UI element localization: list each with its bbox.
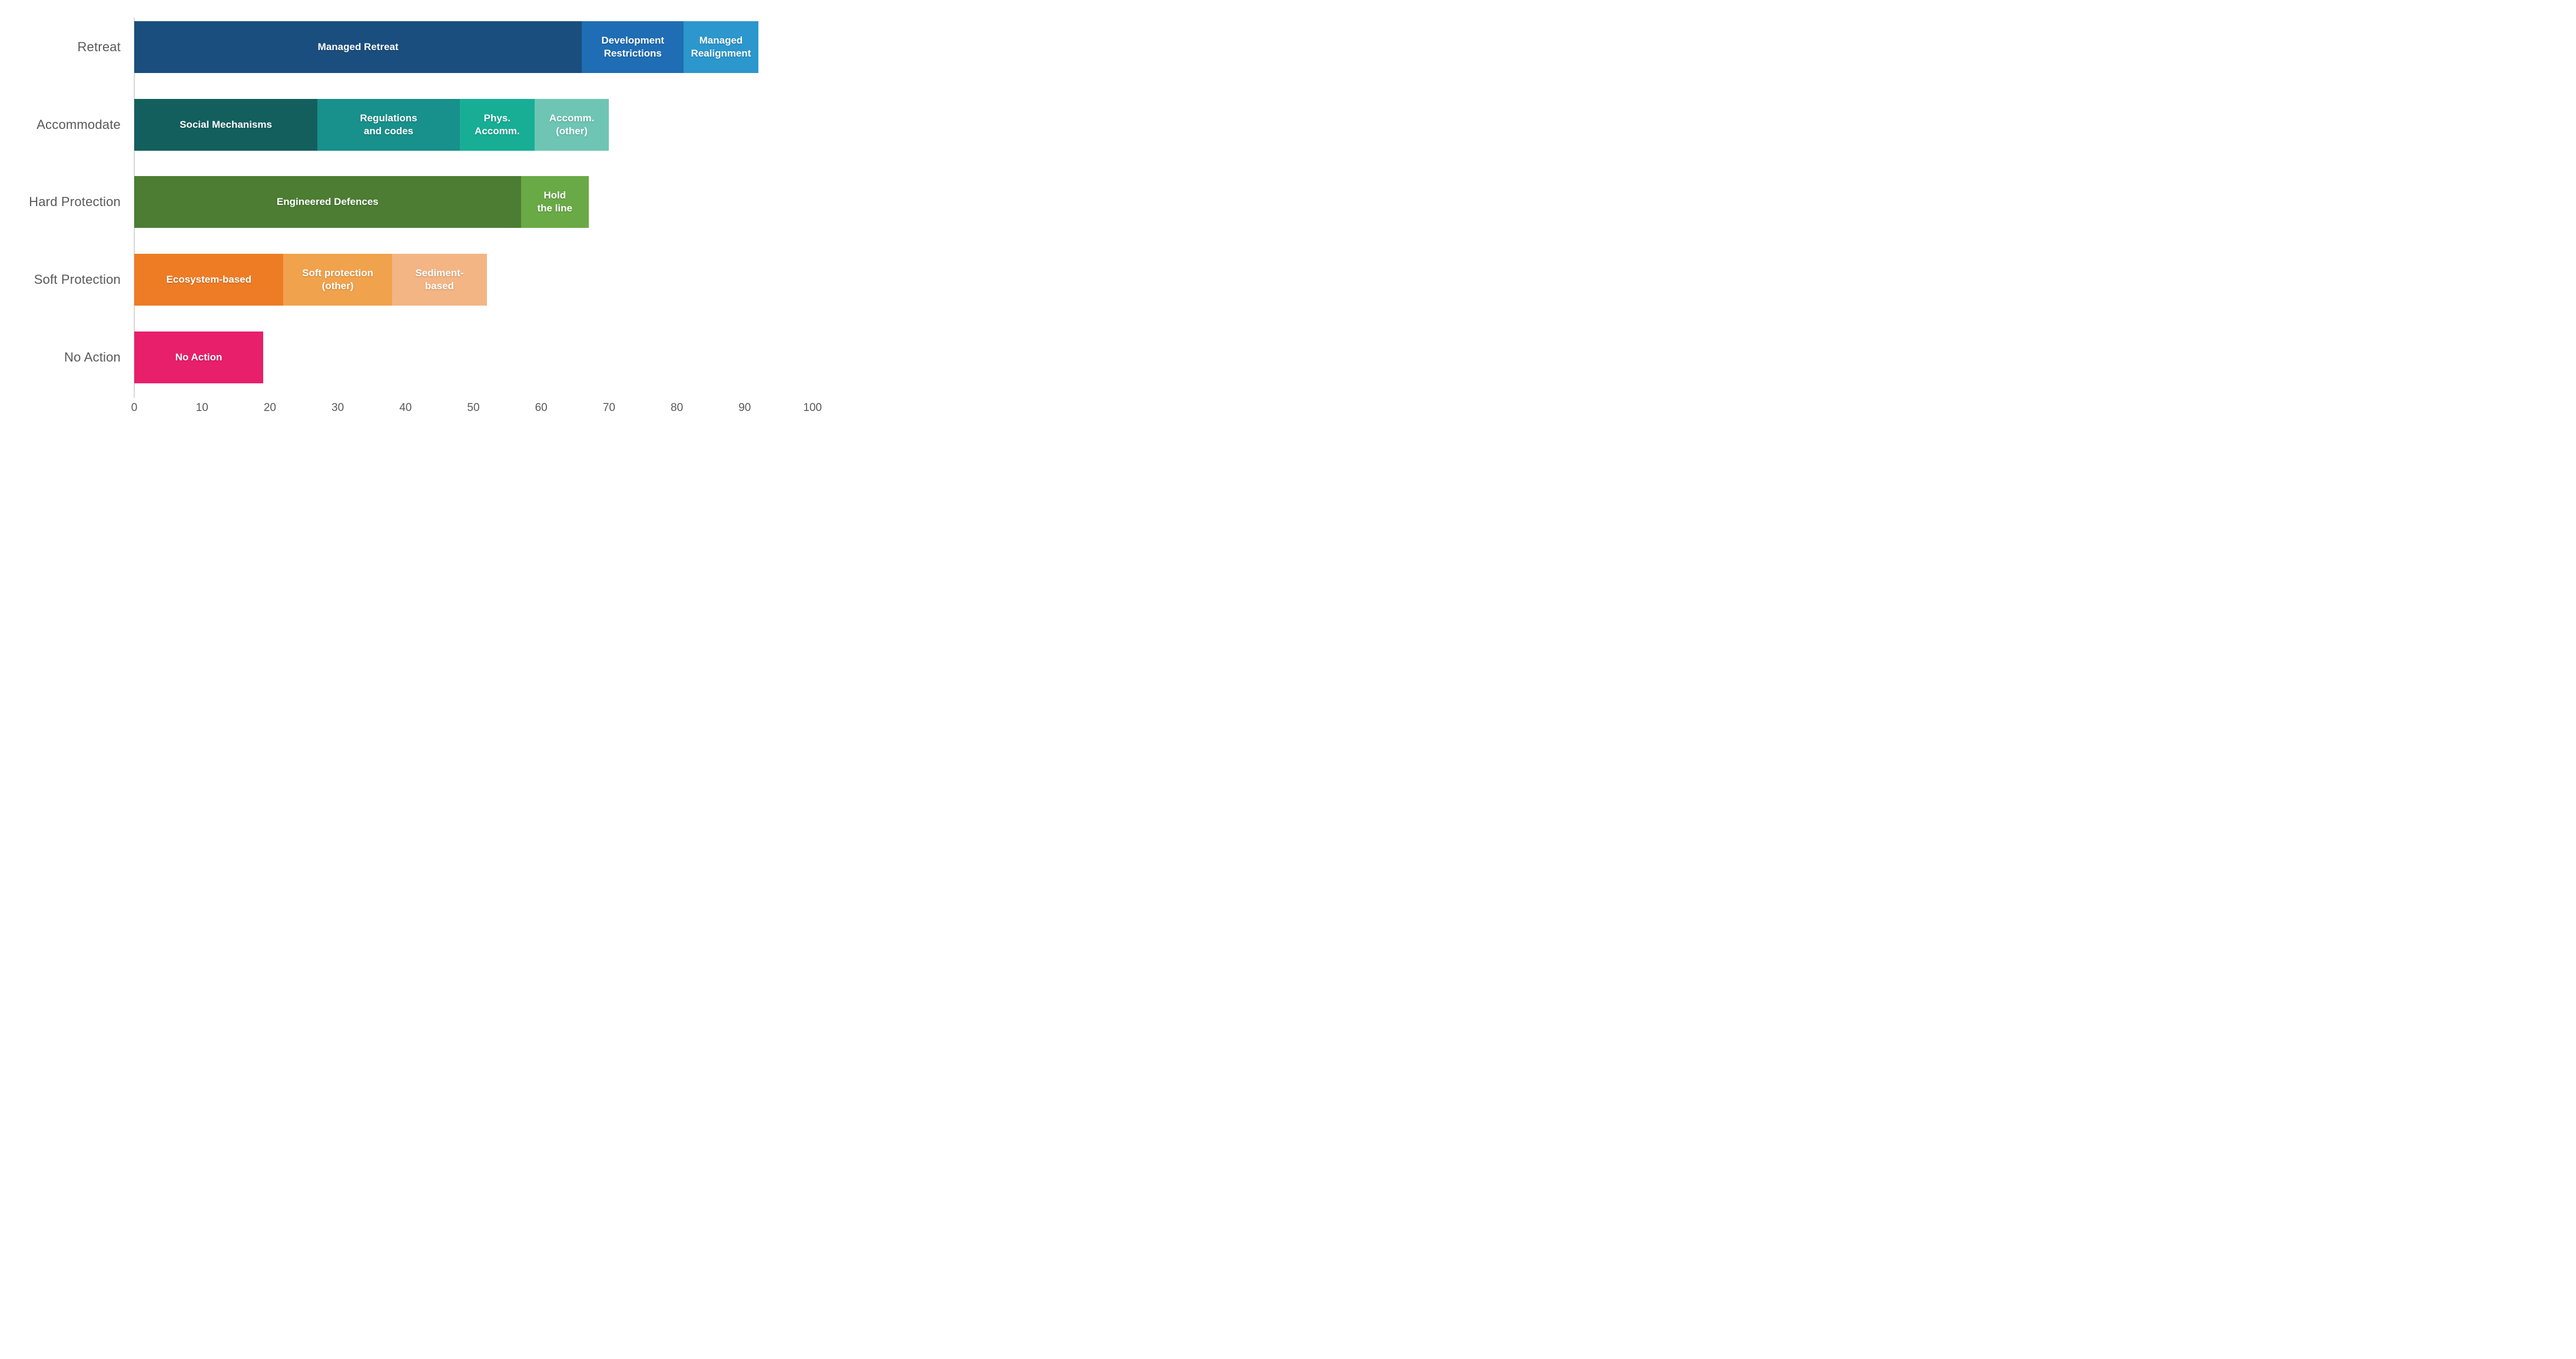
bar-segment: Regulations and codes xyxy=(317,99,460,151)
bar-segment: Phys. Accomm. xyxy=(459,99,535,151)
category-label: Accommodate xyxy=(37,117,121,132)
category-label: No Action xyxy=(64,350,121,364)
category-label: Soft Protection xyxy=(34,272,121,287)
x-axis-tick-label: 20 xyxy=(263,402,276,414)
x-axis-tick-label: 0 xyxy=(131,402,138,414)
bar-segment: Accomm. (other) xyxy=(534,99,609,151)
stacked-bar-chart: Retreat Managed Retreat Development Restri… xyxy=(0,0,824,435)
bar-row: Hard Protection Engineered Defences Hold t… xyxy=(0,176,824,228)
category-label: Hard Protection xyxy=(29,194,121,209)
bar-segment: Ecosystem-based xyxy=(134,254,284,306)
bar-segment: Managed Retreat xyxy=(134,21,582,73)
bar-row: Accommodate Social Mechanisms Regulations … xyxy=(0,99,824,151)
bar-row: Retreat Managed Retreat Development Restri… xyxy=(0,21,824,73)
bar-segment: Social Mechanisms xyxy=(134,99,318,151)
x-axis-tick-label: 80 xyxy=(671,402,684,414)
bar-segment: Development Restrictions xyxy=(582,21,684,73)
x-axis-tick-label: 40 xyxy=(399,402,412,414)
x-axis-tick-label: 50 xyxy=(467,402,480,414)
bar-segment: Hold the line xyxy=(520,176,589,228)
bar-segment: Soft protection (other) xyxy=(283,254,392,306)
bar-segment: Managed Realignment xyxy=(684,21,758,73)
bar-row: Soft Protection Ecosystem-based Soft prote… xyxy=(0,254,824,306)
bar-row: No Action No Action xyxy=(0,332,824,383)
bar-segment: No Action xyxy=(134,332,263,383)
x-axis-tick-label: 70 xyxy=(602,402,615,414)
x-axis-tick-label: 60 xyxy=(535,402,548,414)
x-axis-tick-label: 90 xyxy=(738,402,751,414)
x-axis-tick-label: 100 xyxy=(803,402,822,414)
x-axis-tick-label: 10 xyxy=(195,402,208,414)
category-label: Retreat xyxy=(77,39,121,54)
bar-segment: Engineered Defences xyxy=(134,176,521,228)
x-axis-tick-label: 30 xyxy=(331,402,344,414)
bar-segment: Sediment- based xyxy=(392,254,488,306)
